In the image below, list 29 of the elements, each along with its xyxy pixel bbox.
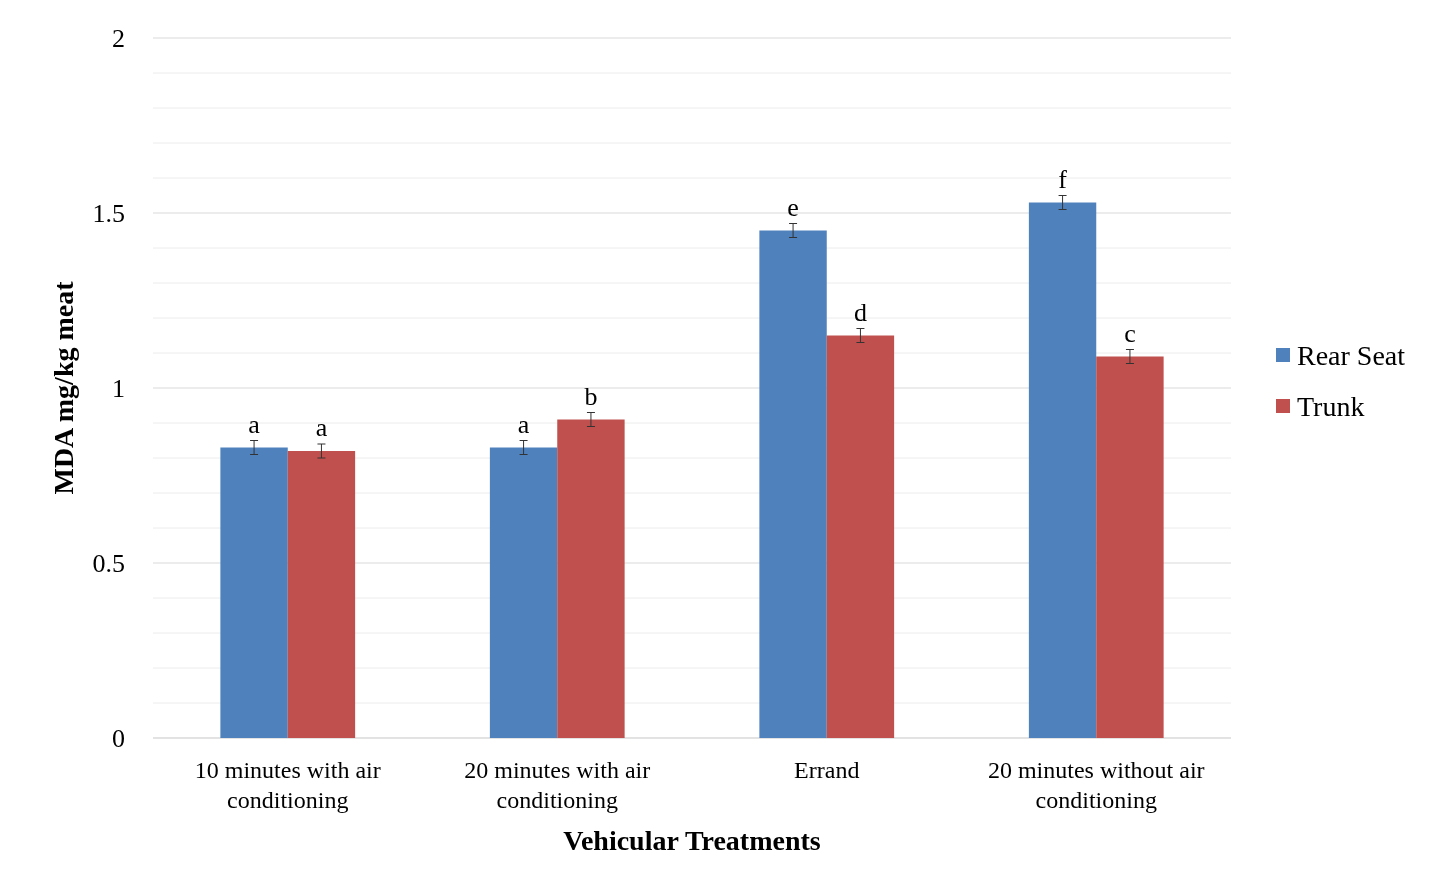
bar	[557, 419, 625, 738]
x-tick-label: Errand	[794, 757, 860, 783]
annotation: f	[1058, 164, 1068, 194]
x-tick-label: 10 minutes with air conditioning	[194, 757, 381, 813]
x-tick-label: 20 minutes without air conditioning	[987, 757, 1205, 813]
annotation: d	[853, 297, 867, 327]
annotation: a	[517, 409, 530, 439]
bar	[287, 451, 356, 738]
annotation: e	[787, 192, 799, 222]
legend-label: Rear Seat	[1297, 339, 1406, 371]
bar	[1096, 356, 1164, 738]
bar	[220, 447, 288, 738]
annotation: c	[1124, 318, 1136, 348]
bar	[826, 335, 895, 738]
x-axis-title: Vehicular Treatments	[563, 825, 821, 856]
y-tick-label: 0	[112, 724, 125, 754]
bar	[759, 230, 827, 738]
bar	[1028, 202, 1097, 738]
y-axis-title: MDA mg/kg meat	[48, 280, 79, 495]
y-tick-label: 1	[112, 374, 125, 404]
annotation: a	[248, 409, 261, 439]
legend-label: Trunk	[1297, 390, 1365, 422]
y-tick-label: 2	[112, 24, 125, 54]
y-tick-label: 0.5	[92, 549, 125, 579]
bar	[489, 447, 558, 738]
y-tick-label: 1.5	[92, 199, 125, 229]
x-tick-label: 20 minutes with air conditioning	[464, 757, 651, 813]
annotation: a	[315, 413, 328, 442]
annotation: b	[584, 381, 598, 411]
